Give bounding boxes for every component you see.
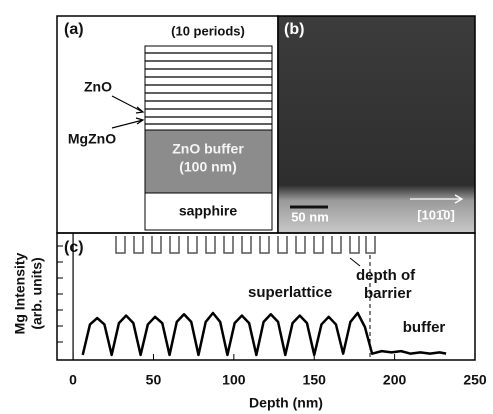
- x-tick-label: 250: [463, 372, 487, 388]
- annotation: barrier: [364, 285, 412, 302]
- mgzno-label: MgZnO: [68, 131, 116, 147]
- arrows: [111, 95, 145, 129]
- buffer-thickness: (100 nm): [179, 159, 237, 175]
- annotation: superlattice: [248, 284, 332, 301]
- x-tick-label: 200: [383, 372, 407, 388]
- zno-label: ZnO: [84, 79, 112, 95]
- sapphire-layer: [144, 192, 273, 231]
- x-tick-label: 50: [146, 372, 162, 388]
- barrier-profile: [115, 236, 376, 254]
- y-minor-ticks: [57, 245, 63, 343]
- intensity-line: [81, 311, 447, 357]
- direction-arrow: [410, 194, 464, 204]
- superlattice-stack: [144, 45, 273, 131]
- scale-bar-label: 50 nm: [291, 209, 329, 224]
- buffer-label: ZnO buffer: [172, 141, 244, 157]
- y-axis-label: Mg Intensity: [12, 252, 28, 334]
- x-tick-label: 0: [69, 372, 77, 388]
- annotation-pointer: [349, 257, 361, 267]
- x-tick-label: 150: [303, 372, 327, 388]
- periods-label: (10 periods): [171, 23, 245, 38]
- chart: [56, 232, 476, 361]
- panel-label: (a): [64, 21, 84, 38]
- y-axis-label: (arb. units): [29, 257, 45, 329]
- superlattice-layers: [145, 52, 272, 125]
- sapphire-label: sapphire: [179, 203, 238, 219]
- tem-image: [277, 15, 476, 234]
- panel-label: (b): [284, 21, 304, 38]
- x-tick-label: 100: [222, 372, 246, 388]
- annotation: depth of: [356, 267, 416, 284]
- annotation: buffer: [403, 319, 446, 336]
- x-axis-label: Depth (nm): [249, 395, 323, 411]
- panel-label: (c): [64, 239, 84, 256]
- plot-frame: [56, 232, 476, 361]
- direction-label: [101̄0]: [417, 207, 455, 222]
